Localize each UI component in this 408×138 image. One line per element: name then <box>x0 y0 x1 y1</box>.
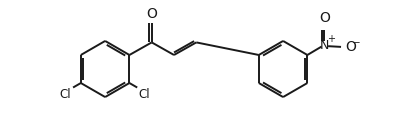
Text: O: O <box>146 7 157 21</box>
Text: Cl: Cl <box>60 88 71 101</box>
Text: O: O <box>346 40 357 54</box>
Text: +: + <box>327 34 335 44</box>
Text: O: O <box>319 11 330 25</box>
Text: N: N <box>320 39 329 52</box>
Text: Cl: Cl <box>138 88 150 101</box>
Text: −: − <box>352 38 361 48</box>
